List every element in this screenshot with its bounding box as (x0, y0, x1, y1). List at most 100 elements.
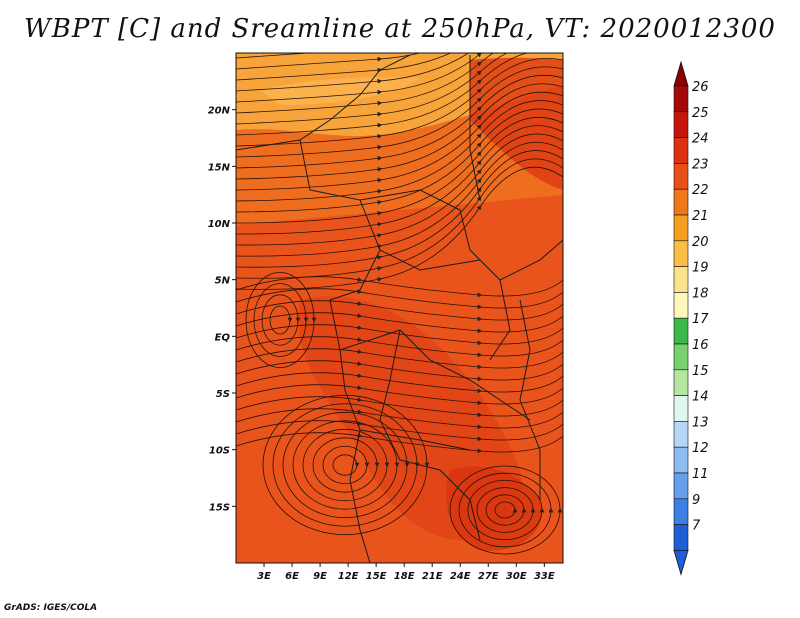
streamline (494, 501, 518, 519)
colorbar-top-arrow (673, 60, 689, 87)
colorbar-segment (673, 240, 689, 267)
streamline (236, 360, 563, 382)
colorbar-segment (673, 343, 689, 371)
border-line (359, 189, 563, 281)
streamline (236, 432, 563, 454)
streamline (236, 420, 563, 442)
colorbar-segment (673, 137, 689, 164)
lon-tick-label: 15E (366, 571, 387, 582)
colorbar-segment (673, 266, 689, 293)
colorbar-label: 19 (692, 261, 709, 276)
colorbar-label: 7 (692, 519, 701, 534)
colorbar-segment (673, 292, 689, 319)
streamline (312, 437, 380, 493)
colorbar-segment (673, 85, 689, 113)
colorbar-segment (673, 395, 689, 422)
streamline (236, 53, 482, 70)
colorbar-segment (673, 524, 689, 551)
streamline (332, 454, 360, 476)
colorbar-segment (673, 188, 689, 216)
streamline (236, 408, 563, 430)
colorbar-label: 16 (692, 338, 709, 353)
border-line (489, 279, 511, 361)
streamline (282, 411, 410, 519)
colorbar-segment (673, 163, 689, 190)
streamline (302, 428, 390, 502)
colorbar-segment (673, 446, 689, 474)
latitude-axis: 20N 15N 10N 5N EQ 5S 10S 15S (208, 106, 236, 513)
border-line (519, 299, 541, 500)
field-patch (470, 57, 563, 191)
colorbar-segment (673, 369, 689, 396)
colorbar-label: 14 (692, 390, 709, 405)
colorbar: 26 25 24 23 22 21 20 19 18 17 16 15 14 13 12 11 9 7 (673, 60, 709, 576)
colorbar-label: 17 (692, 312, 709, 327)
streamline (449, 465, 563, 555)
streamline (236, 288, 563, 310)
streamline (476, 487, 536, 533)
streamline (236, 300, 563, 322)
streamline (253, 283, 309, 357)
colorbar-segment (673, 472, 689, 500)
border-line (469, 55, 481, 201)
colorbar-segment (673, 214, 689, 242)
streamline (485, 494, 527, 526)
lon-tick-label: 6E (285, 571, 299, 582)
streamline (458, 472, 554, 548)
lon-tick-label: 33E (534, 571, 555, 582)
lon-tick-label: 18E (394, 571, 415, 582)
border-line (359, 429, 471, 451)
border-line (379, 329, 481, 541)
lat-tick-label: 5N (215, 276, 231, 287)
border-line (236, 54, 411, 151)
colorbar-label: 9 (692, 493, 700, 508)
longitude-axis: 3E 6E 9E 12E 15E 18E 21E 24E 27E 30E 33E (257, 563, 555, 582)
streamline (261, 294, 301, 346)
lat-tick-label: 10N (208, 219, 231, 230)
lon-tick-label: 27E (478, 571, 499, 582)
colorbar-label: 23 (692, 157, 709, 172)
grads-credit: GrADS: IGES/COLA (4, 603, 98, 613)
colorbar-label: 13 (692, 415, 709, 430)
colorbar-segment (673, 498, 689, 525)
streamline (236, 372, 563, 394)
streamline (245, 272, 317, 368)
lon-tick-label: 9E (313, 571, 327, 582)
lat-tick-label: EQ (215, 332, 231, 343)
lon-tick-label: 21E (422, 571, 443, 582)
colorbar-segment (673, 421, 689, 448)
lat-tick-label: 10S (209, 446, 230, 457)
streamline (236, 53, 313, 59)
colorbar-label: 15 (692, 364, 709, 379)
lon-tick-label: 3E (257, 571, 271, 582)
colorbar-label: 21 (692, 209, 709, 224)
colorbar-label: 18 (692, 286, 709, 301)
streamline (292, 420, 400, 510)
colorbar-segment (673, 111, 689, 138)
plot-title: WBPT [C] and Sreamline at 250hPa, VT: 20… (24, 14, 776, 44)
colorbar-segment (673, 317, 689, 345)
colorbar-label: 24 (692, 132, 709, 147)
colorbar-label: 25 (692, 106, 709, 121)
colorbar-label: 12 (692, 441, 709, 456)
colorbar-bottom-arrow (673, 550, 689, 576)
streamline (236, 324, 563, 346)
border-line (379, 249, 481, 271)
streamline (269, 305, 293, 335)
colorbar-label: 20 (692, 235, 709, 250)
colorbar-label: 22 (692, 183, 709, 198)
country-borders (236, 54, 563, 563)
colorbar-label: 26 (692, 80, 709, 95)
lat-tick-label: 20N (208, 106, 231, 117)
streamline (236, 312, 563, 334)
colorbar-label: 11 (692, 467, 709, 482)
lat-tick-label: 15S (209, 502, 230, 513)
lon-tick-label: 24E (450, 571, 471, 582)
streamline (236, 336, 563, 358)
border-line (299, 139, 381, 301)
map-frame (235, 52, 564, 564)
streamline (322, 445, 370, 485)
streamline (272, 403, 420, 527)
lat-tick-label: 5S (216, 389, 230, 400)
